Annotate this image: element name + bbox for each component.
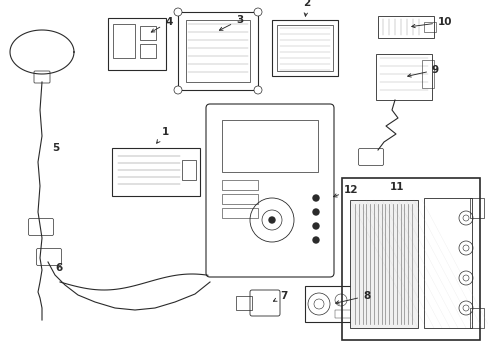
Bar: [421, 60, 433, 88]
Bar: [423, 22, 435, 32]
Bar: [222, 180, 258, 190]
Text: 10: 10: [411, 17, 451, 28]
Bar: [222, 208, 258, 218]
Bar: [349, 200, 417, 328]
Text: 6: 6: [55, 263, 62, 273]
Circle shape: [174, 8, 182, 16]
Bar: [222, 120, 317, 172]
Bar: [341, 178, 479, 340]
Bar: [377, 16, 433, 38]
Bar: [113, 24, 135, 58]
Text: 2: 2: [303, 0, 310, 16]
Bar: [140, 26, 156, 40]
Bar: [271, 20, 337, 76]
Bar: [182, 160, 196, 180]
Text: 11: 11: [389, 182, 404, 192]
Bar: [469, 308, 483, 328]
Bar: [334, 310, 354, 318]
Bar: [140, 44, 156, 58]
Bar: [222, 194, 258, 204]
Circle shape: [253, 8, 262, 16]
Bar: [112, 148, 200, 196]
Bar: [276, 25, 332, 71]
Circle shape: [312, 237, 318, 243]
Bar: [108, 18, 165, 70]
Text: 5: 5: [52, 143, 59, 153]
Text: 7: 7: [273, 291, 287, 301]
Text: 4: 4: [151, 17, 172, 32]
Bar: [305, 286, 358, 322]
Circle shape: [253, 86, 262, 94]
Circle shape: [174, 86, 182, 94]
Bar: [178, 12, 258, 90]
Text: 9: 9: [407, 65, 438, 77]
Circle shape: [268, 217, 274, 223]
Bar: [423, 198, 471, 328]
Bar: [185, 20, 249, 82]
Text: 3: 3: [219, 15, 243, 30]
Bar: [469, 198, 483, 218]
Text: 1: 1: [156, 127, 169, 143]
Circle shape: [312, 195, 318, 201]
Text: 8: 8: [335, 291, 369, 304]
Text: 12: 12: [333, 185, 358, 197]
Circle shape: [312, 209, 318, 215]
Circle shape: [312, 223, 318, 229]
Bar: [236, 296, 251, 310]
Bar: [375, 54, 431, 100]
